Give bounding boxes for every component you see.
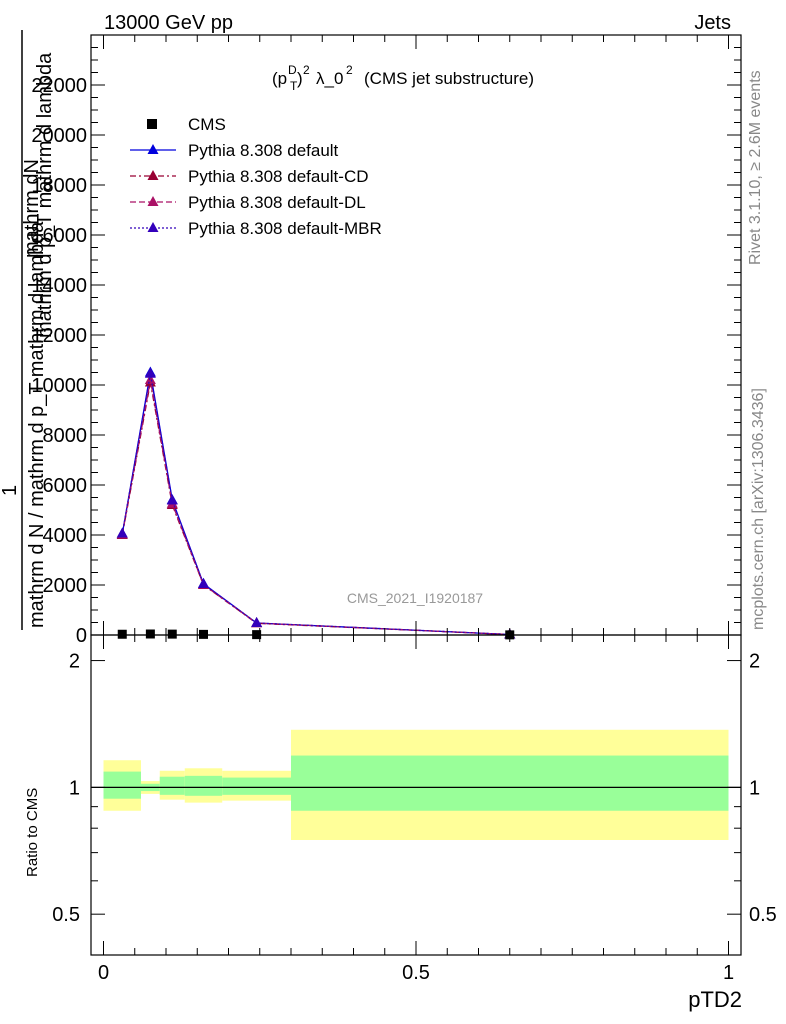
ytick-label-22000: 22000 [31, 75, 87, 97]
cms-point-1 [145, 629, 155, 639]
ratio-ylabel: Ratio to CMS [24, 788, 41, 877]
cms-point-3 [199, 629, 208, 639]
ytick-label-14000: 14000 [31, 275, 87, 297]
title-part-open: (p [272, 69, 287, 88]
legend-label-4: Pythia 8.308 default-MBR [188, 219, 382, 238]
ylabel-bottom: mathrm d N / mathrm d p_T mathrm d lambd… [26, 221, 48, 628]
ylabel-one: 1 [0, 485, 21, 496]
main-frame: 0 2000 4000 6000 8000 10000 12000 14000 16000 180… [31, 34, 742, 647]
title-sup-2b: 2 [346, 63, 353, 77]
legend-marker-3 [147, 196, 159, 206]
watermark: CMS_2021_I1920187 [347, 590, 483, 606]
legend-marker-1 [147, 144, 159, 154]
ytick-label-8000: 8000 [43, 425, 88, 447]
legend-marker-0 [147, 119, 157, 129]
ytick-label-12000: 12000 [31, 325, 87, 347]
title-part-text: (CMS jet substructure) [364, 69, 534, 88]
legend: CMS Pythia 8.308 default Pythia 8.308 defa… [130, 115, 382, 238]
legend-marker-4 [147, 222, 159, 232]
series-3-marker-1 [144, 374, 156, 384]
xtick-label-0: 0 [98, 962, 109, 984]
ratio-inner-band-5 [291, 755, 729, 811]
cms-point-0 [117, 629, 127, 639]
ratio-inner-band-4 [222, 777, 291, 795]
series-4-marker-3 [198, 578, 209, 588]
ratio-inner-band-0 [103, 771, 141, 799]
series-4-marker-4 [251, 617, 263, 627]
main-panel: CMS_2021_I1920187 0 2000 4000 6000 8000 10000… [31, 34, 742, 647]
ytick-label-18000: 18000 [31, 175, 87, 197]
legend-label-2: Pythia 8.308 default-CD [188, 167, 369, 186]
ylabel-den: mathrm d p_T mathrm d lambda [34, 52, 56, 338]
header-left: 13000 GeV pp [104, 12, 233, 34]
ytick-label-10000: 10000 [31, 375, 87, 397]
title-sup-d: D [288, 63, 297, 77]
xtick-label-1: 0.5 [402, 962, 430, 984]
ratio-ytick-label-left-1: 1 [69, 777, 80, 799]
xtick-label-2: 1 [723, 962, 734, 984]
ytick-label-4000: 4000 [43, 525, 88, 547]
title-part-lambda: λ_0 [316, 69, 343, 88]
xlabel: pTD2 [688, 987, 742, 1012]
mcplots-label: mcplots.cern.ch [arXiv:1306.3436] [750, 388, 767, 630]
ratio-ytick-label-right-0.5: 0.5 [749, 904, 777, 926]
ratio-panel: 0.5 0.5 1 1 2 2 0 0.5 1 [52, 634, 777, 984]
ratio-ytick-label-right-2: 2 [749, 651, 760, 673]
title-sub-t: T [290, 79, 298, 93]
rivet-label: Rivet 3.1.10, ≥ 2.6M events [747, 70, 764, 265]
ytick-label-16000: 16000 [31, 225, 87, 247]
ytick-label-2000: 2000 [43, 575, 88, 597]
ytick-label-6000: 6000 [43, 475, 88, 497]
legend-label-1: Pythia 8.308 default [188, 141, 339, 160]
ylabel-num: mathrm dN [21, 159, 43, 258]
ratio-bands-layer [91, 729, 741, 841]
ratio-ytick-label-right-1: 1 [749, 777, 760, 799]
ytick-label-0: 0 [76, 625, 87, 647]
cms-point-2 [167, 629, 177, 639]
ratio-ytick-label-left-0.5: 0.5 [52, 904, 80, 926]
main-ylabel: mathrm dN mathrm d p_T mathrm d lambda 1… [0, 30, 56, 630]
legend-label-0: CMS [188, 115, 226, 134]
title-part-close: ) [297, 69, 303, 88]
main-series-layer [116, 366, 516, 640]
ratio-frame: 0.5 0.5 1 1 2 2 0 0.5 1 [52, 634, 777, 984]
series-4-marker-0 [116, 527, 128, 538]
ratio-inner-band-2 [159, 776, 185, 795]
ytick-label-20000: 20000 [31, 125, 87, 147]
title-sup-2: 2 [303, 63, 310, 77]
header-right: Jets [694, 12, 731, 34]
ratio-inner-band-3 [184, 775, 223, 796]
series-4-marker-2 [166, 494, 178, 505]
legend-marker-2 [147, 170, 159, 180]
series-4-marker-1 [144, 367, 156, 378]
ratio-ytick-label-left-2: 2 [69, 651, 80, 673]
legend-label-3: Pythia 8.308 default-DL [188, 193, 366, 212]
main-title: (p D T ) 2 λ_0 2 (CMS jet substructure) [272, 63, 534, 93]
